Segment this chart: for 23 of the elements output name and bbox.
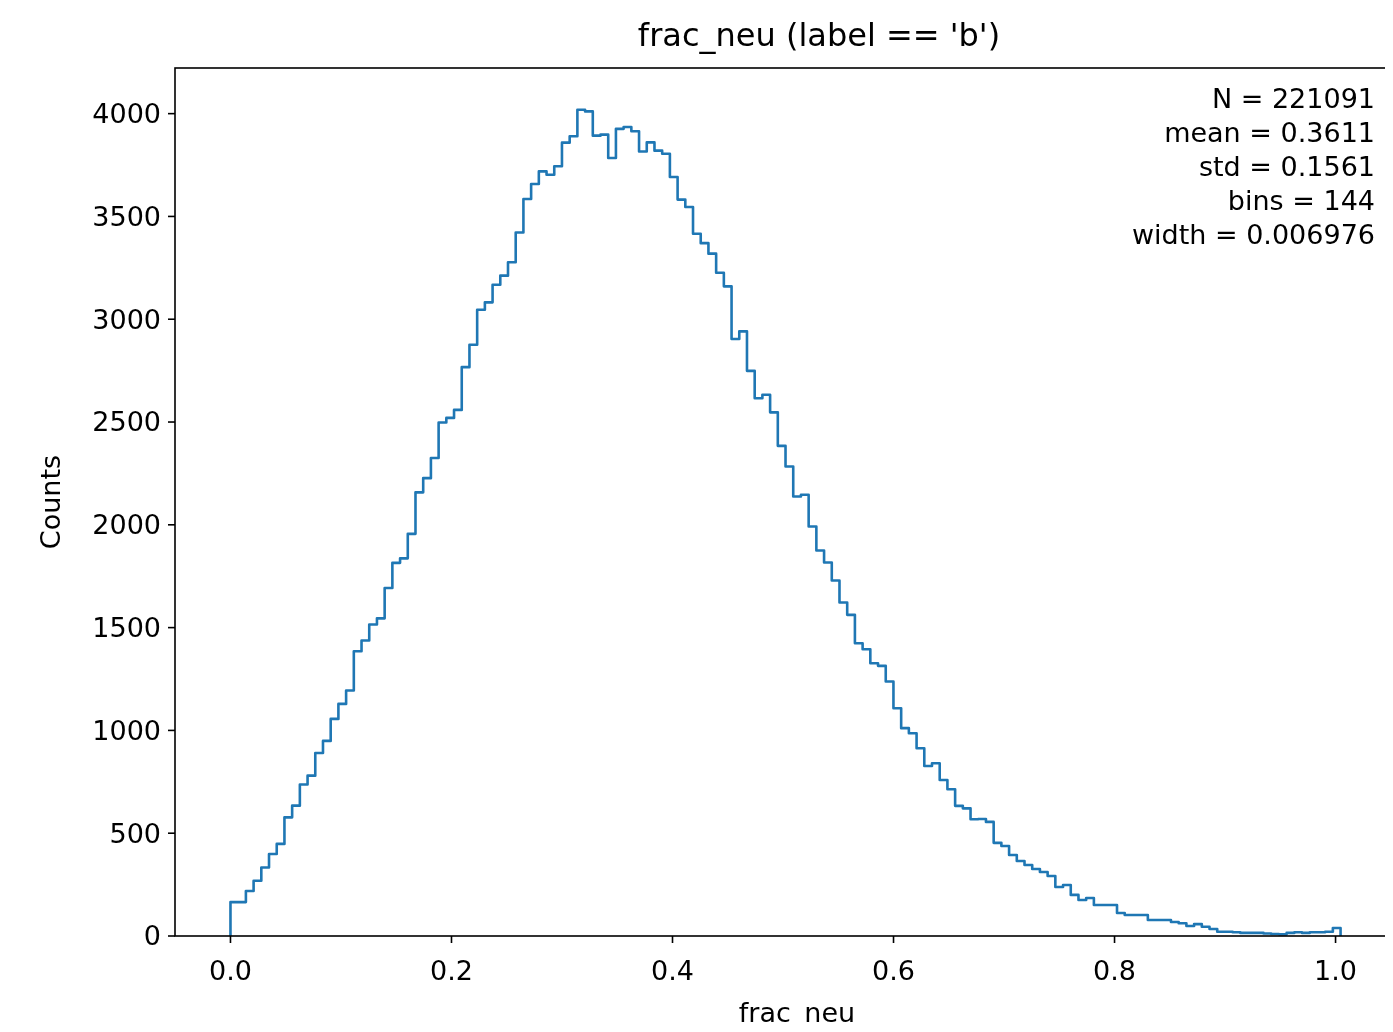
- y-tick-label: 2000: [92, 509, 161, 541]
- y-tick-label: 3000: [92, 303, 161, 335]
- y-tick-label: 2500: [92, 406, 161, 438]
- x-tick-label: 0.0: [209, 955, 252, 986]
- annotation: bins = 144: [1227, 185, 1375, 216]
- y-tick-label: 500: [109, 817, 161, 849]
- annotation: std = 0.1561: [1198, 151, 1375, 182]
- x-axis-title: frac_neu: [738, 997, 856, 1028]
- x-tick-label: 0.8: [1093, 955, 1137, 986]
- x-tick-label: 0.6: [872, 955, 915, 986]
- y-tick-label: 3500: [92, 200, 161, 232]
- y-tick-label: 4000: [92, 98, 161, 130]
- annotation: N = 221091: [1211, 83, 1375, 114]
- y-tick-label: 0: [143, 920, 161, 952]
- x-tick-label: 0.2: [430, 955, 473, 986]
- y-tick-label: 1500: [92, 612, 161, 644]
- chart-title: frac_neu (label == 'b'): [637, 16, 1001, 54]
- y-axis-title: Counts: [35, 454, 66, 550]
- x-tick-label: 1.0: [1314, 955, 1358, 986]
- y-tick-label: 1000: [92, 714, 161, 746]
- annotation: width = 0.006976: [1131, 219, 1375, 250]
- annotation: mean = 0.3611: [1164, 117, 1375, 148]
- x-tick-label: 0.4: [651, 955, 694, 986]
